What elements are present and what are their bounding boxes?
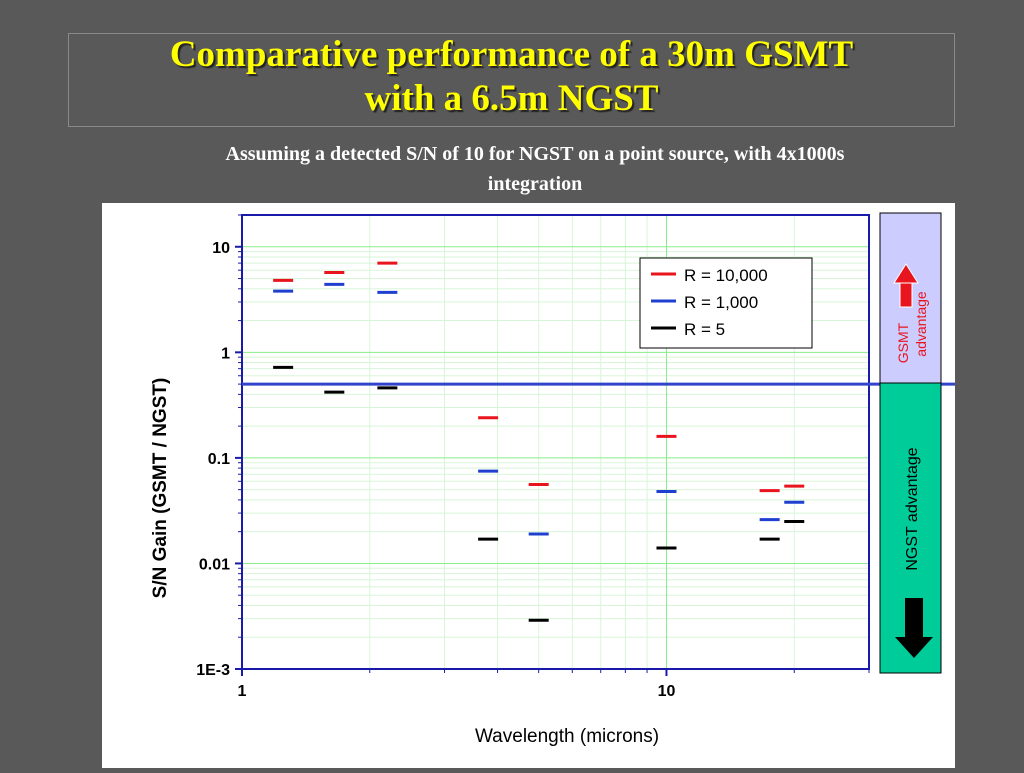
- arrow-down-icon: [895, 598, 933, 658]
- subtitle-line-2: integration: [487, 173, 583, 195]
- ngst-advantage-box: NGST advantage: [879, 382, 942, 674]
- slide-subtitle: Assuming a detected S/N of 10 for NGST o…: [120, 139, 950, 199]
- axis-layer: 10 1 0.1 0.01 1E-3 1 10: [196, 214, 870, 700]
- y-tick-label: 1E-3: [196, 662, 230, 679]
- title-line-1: Comparative performance of a 30m GSMT: [169, 34, 854, 75]
- ngst-label: NGST advantage: [904, 447, 921, 570]
- slide-title: Comparative performance of a 30m GSMT wi…: [68, 33, 955, 121]
- legend-label: R = 1,000: [684, 293, 758, 312]
- y-axis-title: S/N Gain (GSMT / NGST): [150, 378, 171, 599]
- title-line-2: with a 6.5m NGST: [364, 78, 659, 119]
- x-axis-title: Wavelength (microns): [475, 726, 659, 747]
- y-tick-label: 0.01: [199, 556, 230, 573]
- y-tick-label: 0.1: [208, 451, 230, 468]
- plot-frame: [241, 214, 870, 670]
- y-tick-label: 1: [221, 345, 230, 362]
- chart-svg: 10 1 0.1 0.01 1E-3 1 10 Wavelength (microns) S…: [150, 212, 955, 747]
- marks-layer: [242, 261, 955, 622]
- title-box: [68, 33, 955, 127]
- chart-panel: 10 1 0.1 0.01 1E-3 1 10 Wavelength (microns) S…: [102, 203, 955, 768]
- legend-label: R = 10,000: [684, 266, 768, 285]
- arrow-up-icon: [893, 263, 919, 308]
- legend-label: R = 5: [684, 320, 725, 339]
- x-tick-label: 10: [658, 683, 676, 700]
- gsmt-label-line-2: advantage: [913, 291, 929, 357]
- subtitle-line-1: Assuming a detected S/N of 10 for NGST o…: [225, 143, 845, 165]
- gsmt-label-line-1: GSMT: [895, 322, 911, 363]
- legend: R = 10,000 R = 1,000 R = 5: [639, 257, 813, 349]
- gsmt-advantage-box: GSMT advantage: [879, 212, 942, 384]
- x-tick-label: 1: [238, 683, 247, 700]
- y-tick-label: 10: [212, 240, 230, 257]
